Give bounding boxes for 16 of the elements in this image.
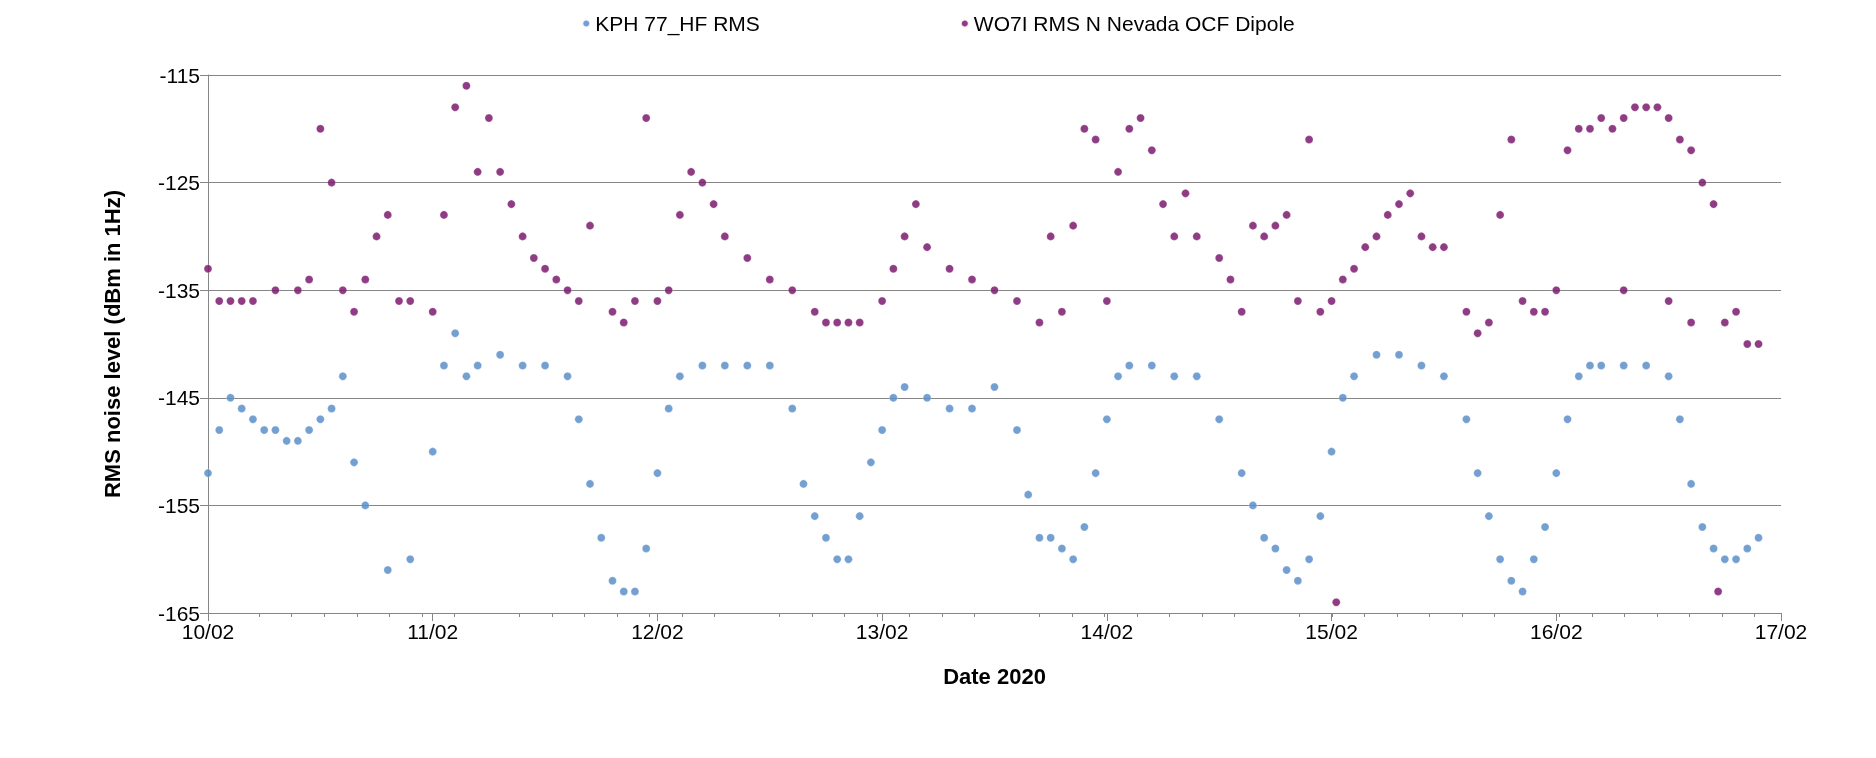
- legend-label: KPH 77_HF RMS: [595, 12, 760, 36]
- x-tick-label: 14/02: [1080, 620, 1134, 643]
- x-tick-label: 15/02: [1305, 620, 1358, 643]
- y-tick-label: -125: [157, 171, 200, 195]
- y-tick-label: -155: [157, 493, 200, 517]
- x-tick-label: 16/02: [1530, 620, 1583, 643]
- y-tick-label: -145: [157, 386, 200, 410]
- x-tick-label: 13/02: [855, 620, 909, 643]
- x-tick-label: 12/02: [631, 620, 684, 643]
- y-axis-title: RMS noise level (dBm in 1Hz): [99, 189, 125, 499]
- x-tick-label: 11/02: [407, 620, 459, 643]
- y-tick-label: -115: [159, 63, 200, 87]
- legend-label: WO7I RMS N Nevada OCF Dipole: [973, 12, 1295, 35]
- x-axis-title: Date 2020: [943, 663, 1046, 689]
- x-tick-label: 17/02: [1754, 620, 1808, 643]
- y-tick-label: -135: [157, 278, 200, 302]
